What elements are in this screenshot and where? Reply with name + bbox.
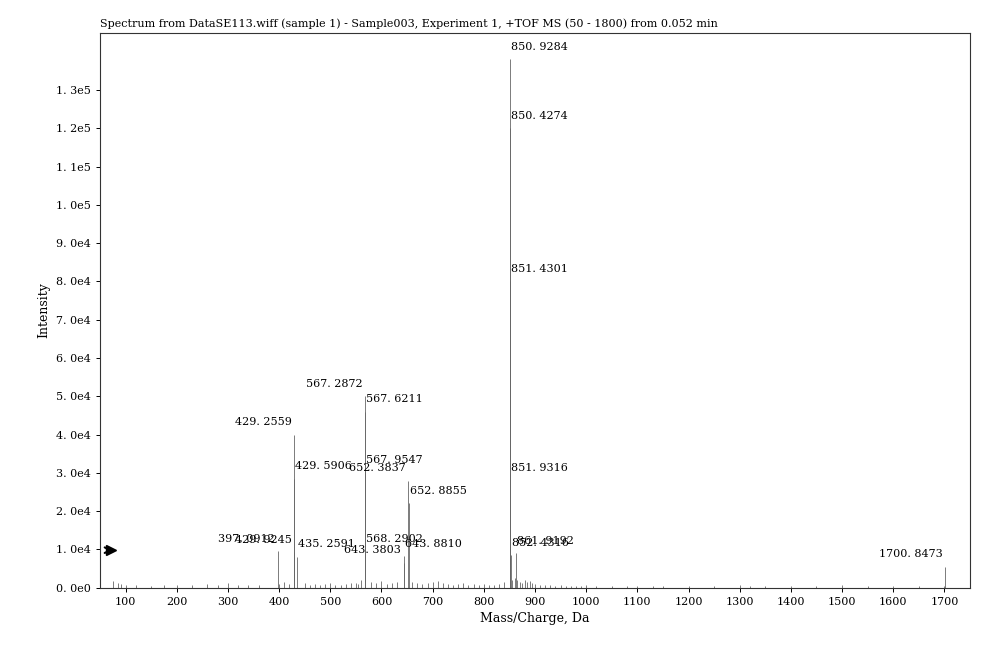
Text: 652. 3837: 652. 3837: [349, 463, 406, 473]
Text: Spectrum from DataSE113.wiff (sample 1) - Sample003, Experiment 1, +TOF MS (50 -: Spectrum from DataSE113.wiff (sample 1) …: [100, 18, 718, 29]
Text: 568. 2902: 568. 2902: [366, 534, 423, 544]
Text: 850. 4274: 850. 4274: [511, 111, 567, 121]
Text: 567. 6211: 567. 6211: [366, 394, 423, 404]
Y-axis label: Intensity: Intensity: [38, 282, 51, 338]
Text: 429. 2559: 429. 2559: [235, 417, 292, 427]
Text: 1700. 8473: 1700. 8473: [879, 549, 942, 559]
X-axis label: Mass/Charge, Da: Mass/Charge, Da: [480, 613, 590, 626]
Text: 851. 9316: 851. 9316: [511, 463, 568, 473]
Text: 567. 2872: 567. 2872: [306, 379, 362, 389]
Text: 435. 2591: 435. 2591: [298, 539, 355, 549]
Text: 567. 9547: 567. 9547: [366, 455, 423, 465]
Text: 643. 8810: 643. 8810: [405, 539, 462, 549]
Text: 643. 3803: 643. 3803: [344, 545, 401, 555]
Text: 850. 9284: 850. 9284: [511, 42, 568, 52]
Text: 851. 4301: 851. 4301: [511, 264, 568, 274]
Text: 397. 0912: 397. 0912: [218, 534, 275, 544]
Text: 852. 4316: 852. 4316: [512, 537, 569, 547]
Text: 429. 5906: 429. 5906: [295, 461, 352, 471]
Text: 652. 8855: 652. 8855: [410, 486, 466, 496]
Text: 429. 9245: 429. 9245: [235, 535, 292, 545]
Text: 861. 9192: 861. 9192: [517, 535, 573, 546]
